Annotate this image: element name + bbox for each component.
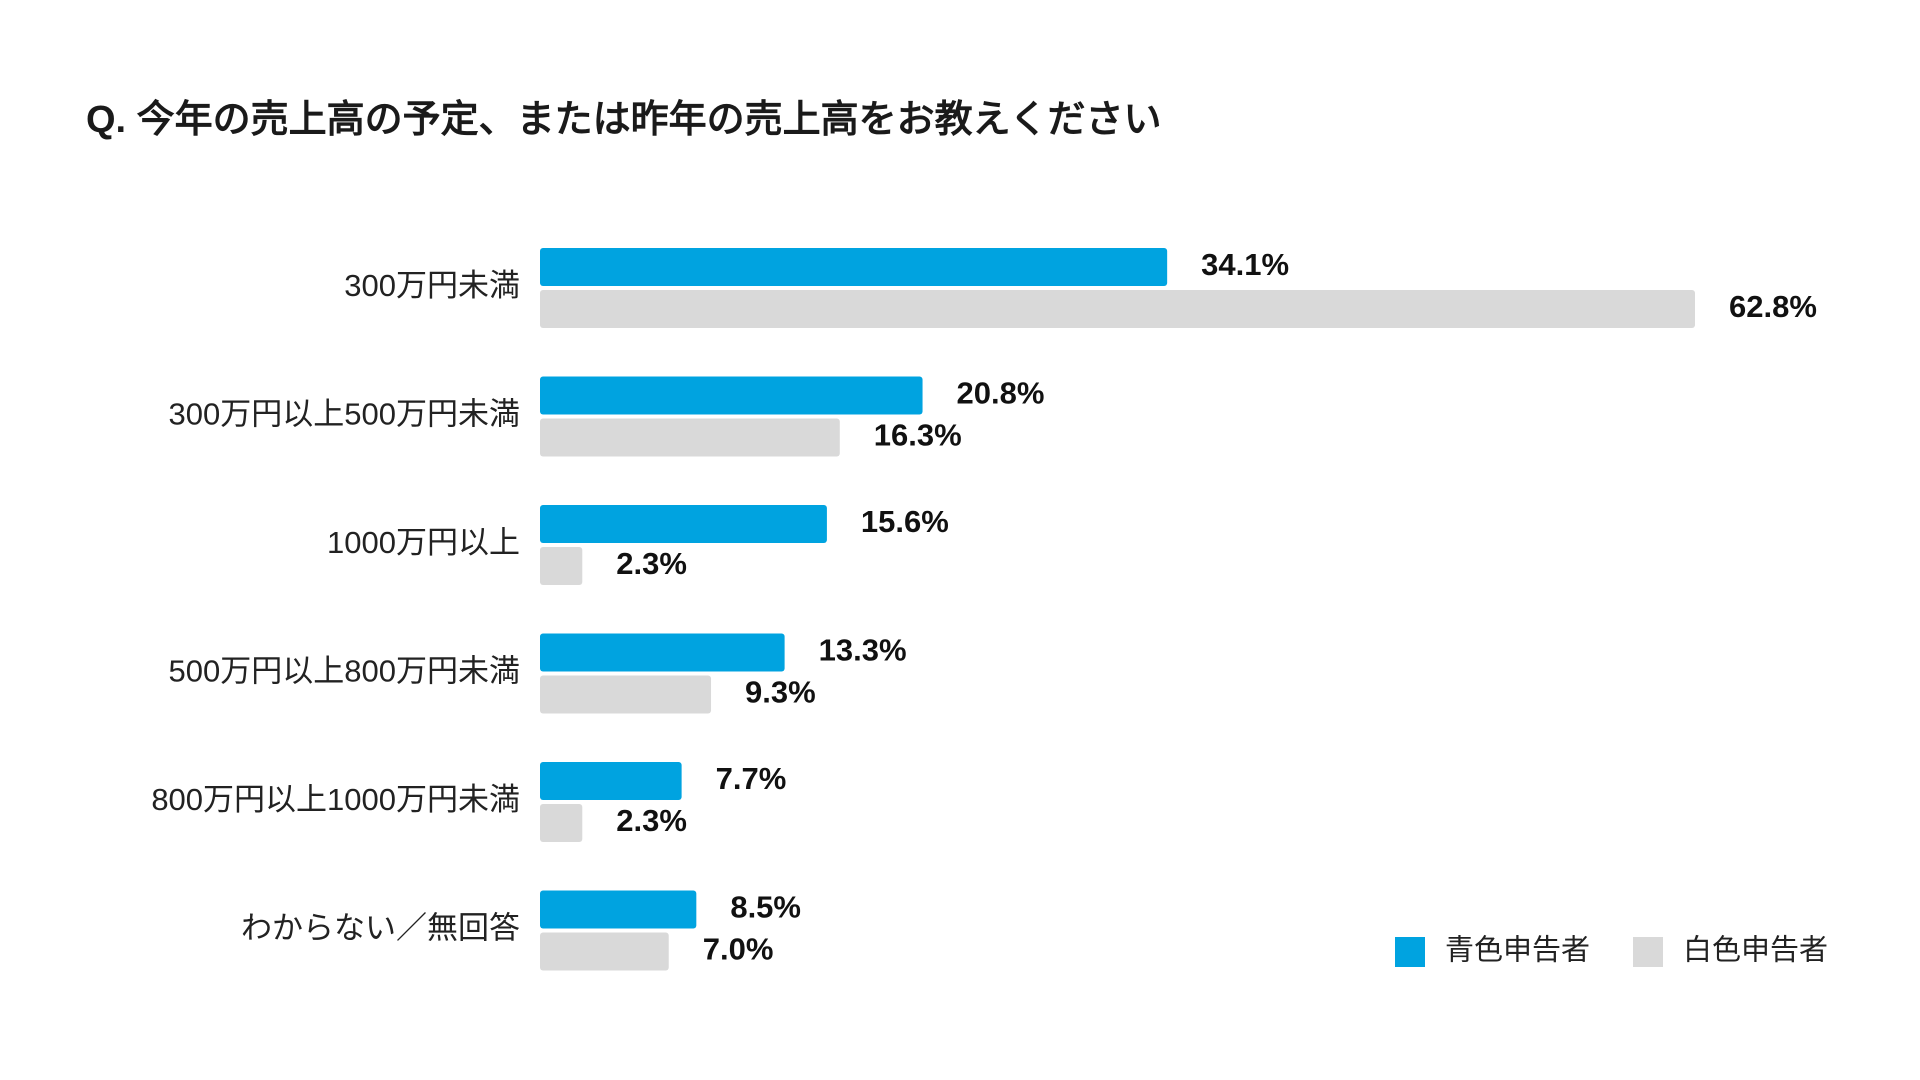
category-group: 1000万円以上 15.6% 2.3%: [327, 504, 949, 585]
value-label: 16.3%: [874, 418, 962, 453]
value-label: 7.0%: [703, 932, 774, 967]
bar-white: [540, 932, 669, 971]
legend-swatch: [1633, 937, 1663, 967]
bar-white: [540, 675, 712, 714]
category-label: 1000万円以上: [327, 525, 520, 560]
category-label: 300万円以上500万円未満: [169, 397, 520, 432]
legend: 青色申告者 白色申告者: [1395, 934, 1828, 967]
category-group: 500万円以上800万円未満 13.3%9.3%: [169, 633, 907, 714]
value-label: 9.3%: [745, 675, 816, 710]
bar-blue: [540, 248, 1168, 286]
value-label: 15.6%: [861, 504, 949, 539]
value-label: 13.3%: [819, 633, 907, 668]
category-group: 300万円以上500万円未満 20.8% 16.3%: [169, 376, 1045, 457]
legend-label: 青色申告者: [1445, 934, 1590, 967]
category-group: わからない／無回答 8.5% 7.0%: [241, 890, 801, 971]
bar-blue: [540, 505, 827, 543]
value-label: 2.3%: [616, 803, 687, 838]
bar-blue: [540, 890, 697, 929]
legend-swatch: [1395, 937, 1425, 967]
category-label: 800万円以上1000万円未満: [151, 782, 520, 817]
value-label: 20.8%: [957, 376, 1045, 411]
bar-white: [540, 547, 583, 585]
value-label: 34.1%: [1201, 247, 1289, 282]
category-label: わからない／無回答: [241, 911, 520, 946]
value-label: 62.8%: [1729, 289, 1817, 324]
bar-blue: [540, 633, 785, 672]
category-group: 800万円以上1000万円未満 7.7% 2.3%: [151, 761, 786, 842]
category-label: 300万円未満: [344, 268, 520, 303]
bar-white: [540, 290, 1695, 328]
bar-blue: [540, 376, 923, 415]
bar-blue: [540, 762, 682, 800]
value-label: 7.7%: [716, 761, 787, 796]
legend-label: 白色申告者: [1683, 934, 1828, 967]
chart-title: Q. 今年の売上高の予定、または昨年の売上高をお教えください: [86, 99, 1162, 141]
category-label: 500万円以上800万円未満: [169, 654, 520, 689]
value-label: 8.5%: [730, 890, 801, 925]
bar-white: [540, 804, 583, 842]
value-label: 2.3%: [616, 546, 687, 581]
category-group: 300万円未満 34.1% 62.8%: [344, 247, 1817, 328]
bar-white: [540, 418, 840, 457]
